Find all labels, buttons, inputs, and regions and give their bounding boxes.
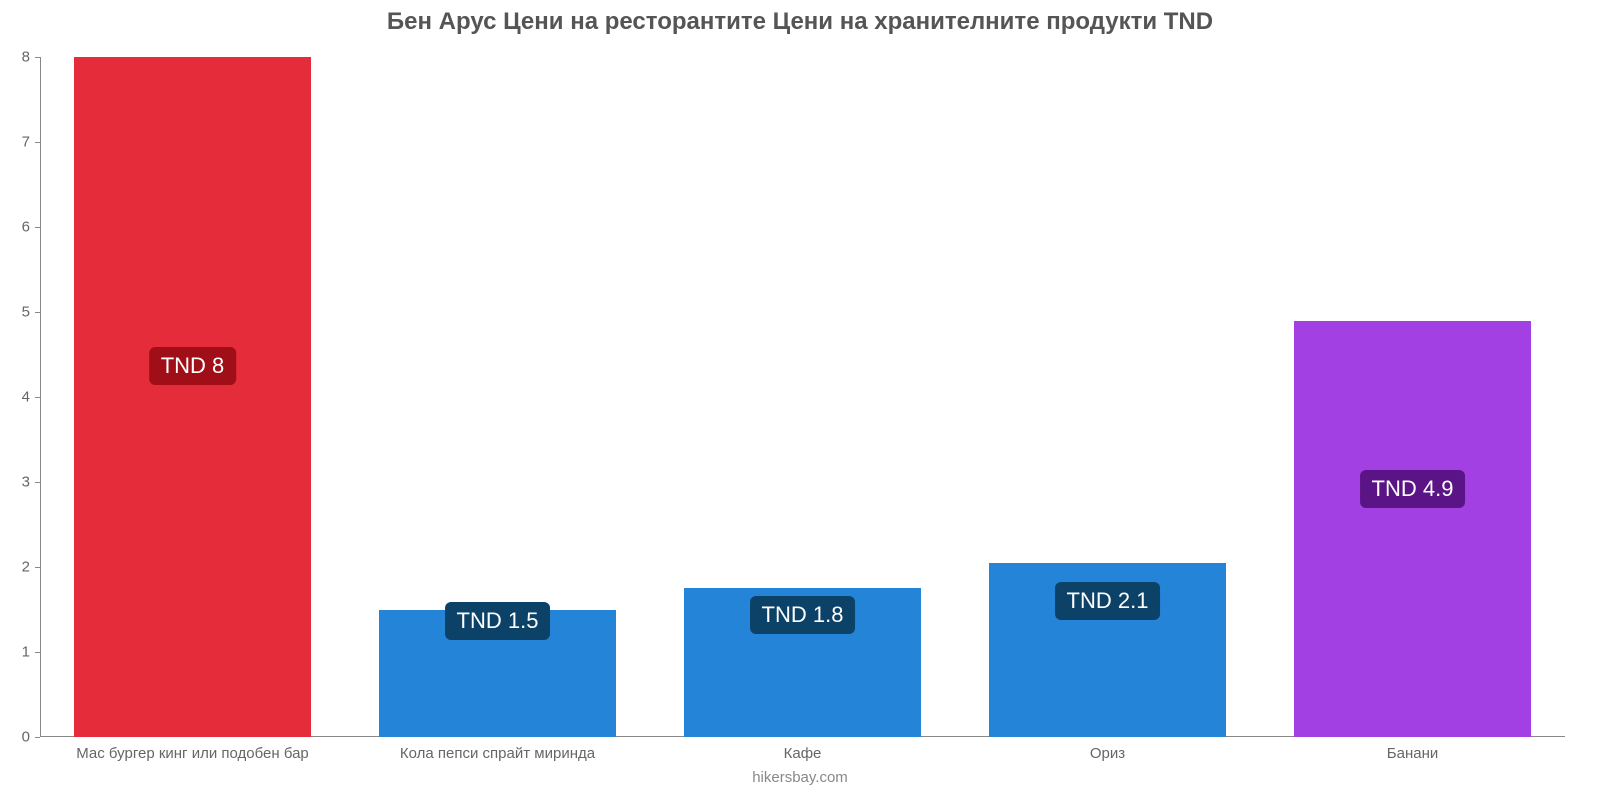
x-tick-label: Ориз bbox=[1090, 737, 1125, 762]
y-tick-mark bbox=[35, 737, 40, 738]
value-badge: TND 4.9 bbox=[1360, 470, 1466, 508]
y-tick-mark bbox=[35, 567, 40, 568]
y-tick-mark bbox=[35, 227, 40, 228]
x-tick-label: Кола пепси спрайт миринда bbox=[400, 737, 595, 762]
attribution-text: hikersbay.com bbox=[0, 769, 1600, 786]
y-tick-mark bbox=[35, 397, 40, 398]
y-tick-mark bbox=[35, 57, 40, 58]
chart-plot-area: 012345678Мас бургер кинг или подобен бар… bbox=[40, 57, 1565, 737]
value-badge: TND 2.1 bbox=[1055, 582, 1161, 620]
y-axis-line bbox=[40, 57, 41, 737]
value-badge: TND 1.8 bbox=[750, 596, 856, 634]
x-tick-label: Кафе bbox=[784, 737, 822, 762]
y-tick-mark bbox=[35, 652, 40, 653]
x-tick-label: Мас бургер кинг или подобен бар bbox=[76, 737, 309, 762]
value-badge: TND 8 bbox=[149, 347, 237, 385]
y-tick-mark bbox=[35, 482, 40, 483]
y-tick-mark bbox=[35, 142, 40, 143]
bar bbox=[1294, 321, 1532, 738]
y-tick-mark bbox=[35, 312, 40, 313]
chart-title: Бен Арус Цени на ресторантите Цени на хр… bbox=[0, 8, 1600, 36]
value-badge: TND 1.5 bbox=[445, 602, 551, 640]
bar bbox=[74, 57, 312, 737]
x-tick-label: Банани bbox=[1387, 737, 1438, 762]
